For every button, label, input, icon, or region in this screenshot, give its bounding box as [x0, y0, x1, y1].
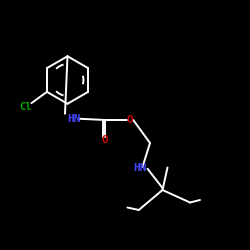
Text: O: O: [127, 115, 134, 125]
Text: HN: HN: [67, 114, 80, 124]
Text: Cl: Cl: [20, 102, 32, 112]
Text: HN: HN: [133, 163, 147, 173]
Text: O: O: [102, 135, 108, 145]
